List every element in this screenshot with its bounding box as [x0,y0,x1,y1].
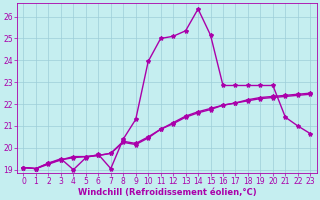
X-axis label: Windchill (Refroidissement éolien,°C): Windchill (Refroidissement éolien,°C) [77,188,256,197]
